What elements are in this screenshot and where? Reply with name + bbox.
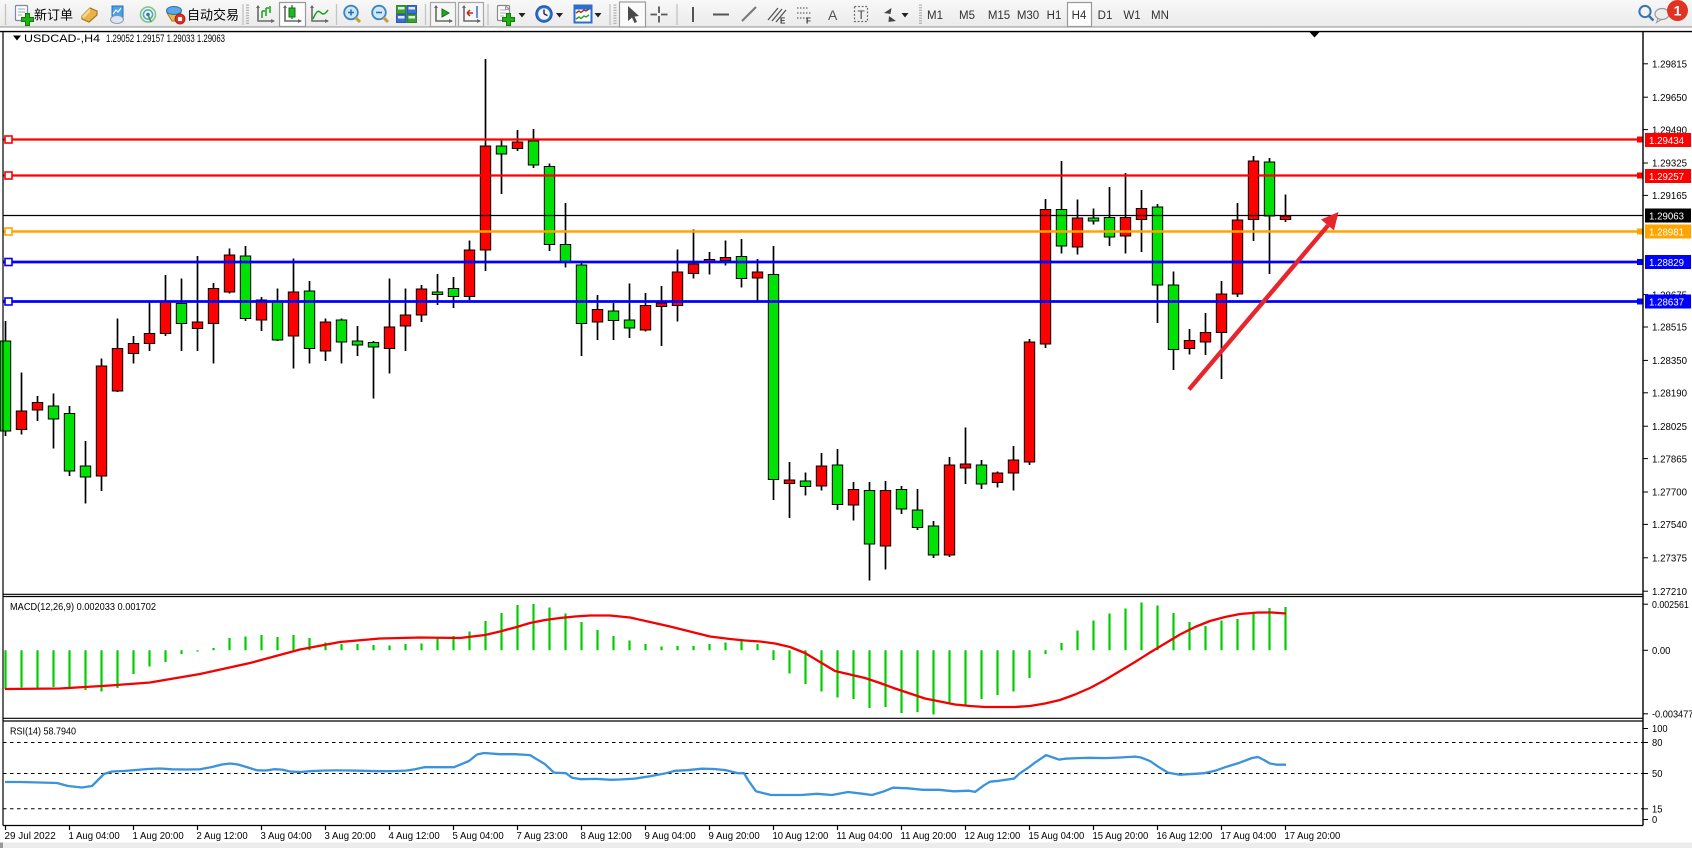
svg-text:MN: MN (1151, 10, 1169, 22)
svg-text:50: 50 (1652, 768, 1663, 780)
svg-text:1.28981: 1.28981 (1649, 226, 1684, 238)
svg-text:T: T (858, 8, 866, 22)
svg-text:7 Aug 23:00: 7 Aug 23:00 (517, 830, 568, 842)
svg-text:新订单: 新订单 (34, 8, 73, 23)
svg-text:1.29815: 1.29815 (1652, 59, 1687, 71)
svg-text:1.28025: 1.28025 (1652, 421, 1687, 433)
svg-text:A: A (828, 7, 838, 23)
svg-text:1.29325: 1.29325 (1652, 158, 1687, 170)
svg-text:RSI(14) 58.7940: RSI(14) 58.7940 (10, 726, 76, 738)
svg-text:E: E (780, 17, 786, 26)
svg-text:1.27700: 1.27700 (1652, 487, 1687, 499)
svg-text:16 Aug 12:00: 16 Aug 12:00 (1157, 830, 1213, 842)
svg-text:W1: W1 (1123, 10, 1140, 22)
svg-text:5 Aug 04:00: 5 Aug 04:00 (453, 830, 504, 842)
svg-text:29 Jul 2022: 29 Jul 2022 (5, 830, 56, 842)
svg-text:自动交易: 自动交易 (187, 8, 239, 23)
svg-text:MACD(12,26,9) 0.002033 0.00170: MACD(12,26,9) 0.002033 0.001702 (10, 601, 156, 613)
svg-text:3 Aug 04:00: 3 Aug 04:00 (261, 830, 312, 842)
svg-text:-0.003477: -0.003477 (1652, 709, 1692, 721)
svg-text:80: 80 (1652, 737, 1663, 749)
svg-text:3 Aug 20:00: 3 Aug 20:00 (325, 830, 376, 842)
svg-text:M15: M15 (988, 10, 1010, 22)
svg-text:M30: M30 (1017, 10, 1039, 22)
svg-text:17 Aug 20:00: 17 Aug 20:00 (1285, 830, 1341, 842)
svg-text:H1: H1 (1047, 10, 1062, 22)
svg-text:1.29063: 1.29063 (1649, 210, 1684, 222)
svg-text:H4: H4 (1072, 10, 1087, 22)
svg-text:1.28515: 1.28515 (1652, 322, 1687, 334)
svg-text:M1: M1 (927, 10, 943, 22)
svg-text:1 Aug 04:00: 1 Aug 04:00 (69, 830, 120, 842)
svg-text:9 Aug 20:00: 9 Aug 20:00 (709, 830, 760, 842)
svg-text:1.29650: 1.29650 (1652, 92, 1687, 104)
svg-text:1.29052 1.29157 1.29033 1.2906: 1.29052 1.29157 1.29033 1.29063 (106, 33, 225, 45)
svg-text:1.28637: 1.28637 (1649, 296, 1684, 308)
svg-text:11 Aug 04:00: 11 Aug 04:00 (837, 830, 893, 842)
svg-text:F: F (806, 17, 811, 26)
svg-text:100: 100 (1652, 723, 1668, 735)
svg-text:1.27865: 1.27865 (1652, 453, 1687, 465)
svg-text:12 Aug 12:00: 12 Aug 12:00 (965, 830, 1021, 842)
svg-text:10 Aug 12:00: 10 Aug 12:00 (773, 830, 829, 842)
svg-text:1.29434: 1.29434 (1649, 135, 1684, 147)
svg-text:1.27210: 1.27210 (1652, 586, 1687, 598)
svg-text:0: 0 (1652, 814, 1657, 826)
svg-text:1: 1 (1674, 3, 1682, 19)
svg-text:1 Aug 20:00: 1 Aug 20:00 (133, 830, 184, 842)
svg-text:1.29257: 1.29257 (1649, 171, 1684, 183)
svg-text:0.002561: 0.002561 (1652, 599, 1689, 611)
svg-text:8 Aug 12:00: 8 Aug 12:00 (581, 830, 632, 842)
svg-text:1.28829: 1.28829 (1649, 257, 1684, 269)
svg-text:0.00: 0.00 (1652, 645, 1671, 657)
svg-text:1.27540: 1.27540 (1652, 519, 1687, 531)
svg-text:9 Aug 04:00: 9 Aug 04:00 (645, 830, 696, 842)
svg-text:USDCAD-,H4: USDCAD-,H4 (24, 33, 100, 45)
svg-text:4 Aug 12:00: 4 Aug 12:00 (389, 830, 440, 842)
svg-text:15 Aug 20:00: 15 Aug 20:00 (1093, 830, 1149, 842)
svg-text:M5: M5 (959, 10, 975, 22)
svg-text:15 Aug 04:00: 15 Aug 04:00 (1029, 830, 1085, 842)
svg-text:11 Aug 20:00: 11 Aug 20:00 (901, 830, 957, 842)
svg-text:2 Aug 12:00: 2 Aug 12:00 (197, 830, 248, 842)
svg-text:1.28350: 1.28350 (1652, 355, 1687, 367)
svg-text:1.28190: 1.28190 (1652, 388, 1687, 400)
svg-text:1.29165: 1.29165 (1652, 190, 1687, 202)
svg-text:15: 15 (1652, 804, 1663, 816)
svg-text:17 Aug 04:00: 17 Aug 04:00 (1221, 830, 1277, 842)
svg-text:1.27375: 1.27375 (1652, 553, 1687, 565)
svg-text:D1: D1 (1098, 10, 1113, 22)
